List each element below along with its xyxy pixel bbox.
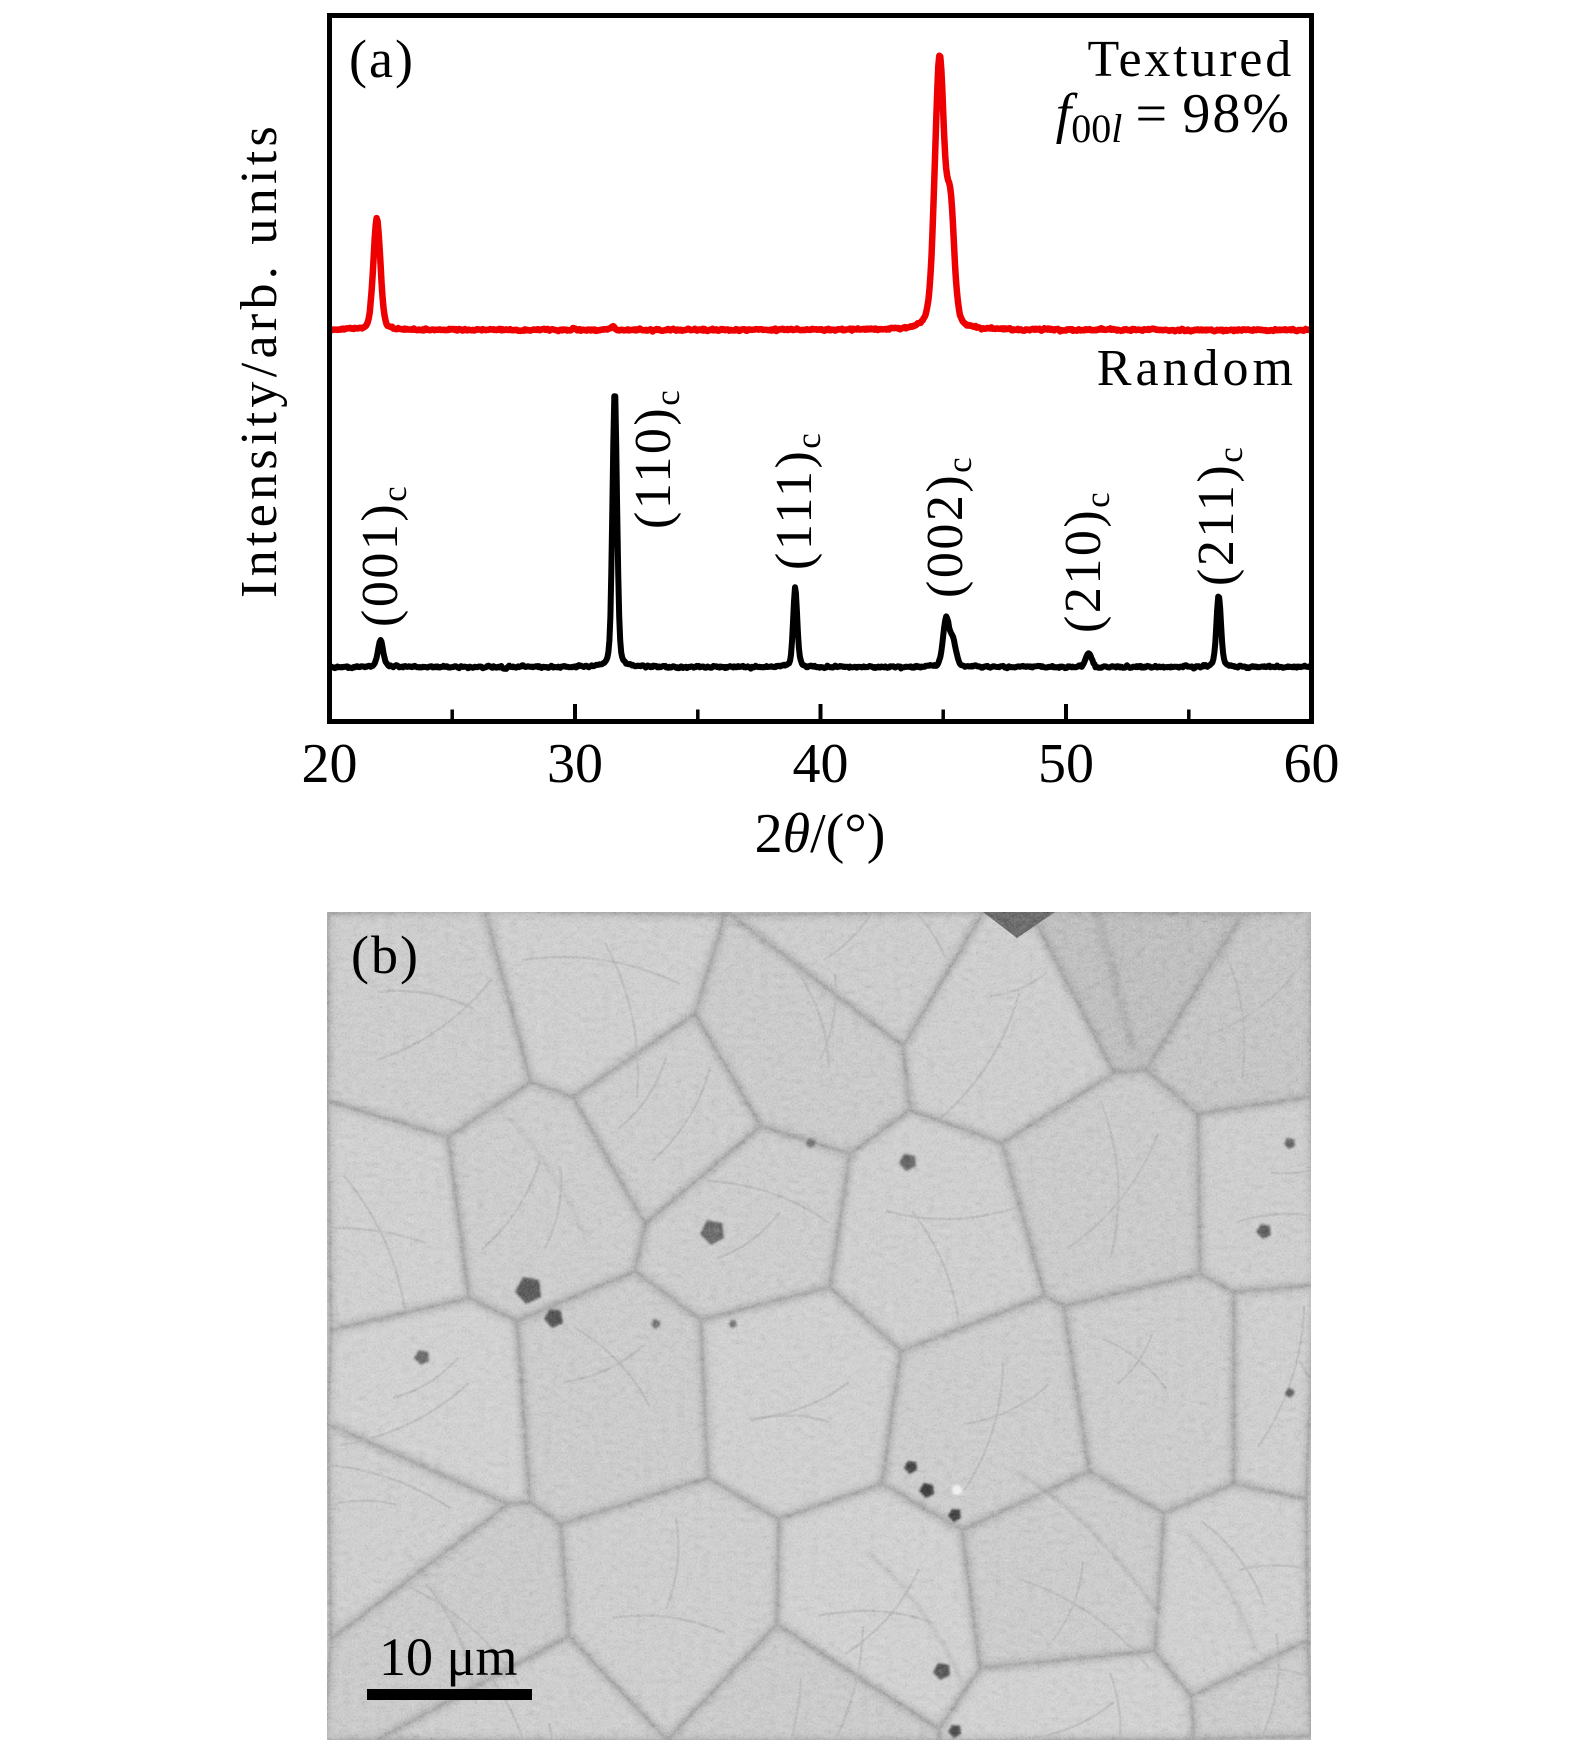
svg-text:20: 20: [302, 733, 358, 795]
svg-text:50: 50: [1038, 733, 1094, 795]
svg-text:(001)c: (001)c: [352, 486, 414, 627]
svg-text:60: 60: [1284, 733, 1340, 795]
svg-text:f00l = 98%: f00l = 98%: [1056, 83, 1291, 151]
svg-text:Random: Random: [1097, 340, 1297, 397]
svg-text:(a): (a): [349, 29, 415, 89]
svg-text:(b): (b): [351, 925, 420, 985]
svg-text:(002)c: (002)c: [917, 457, 979, 598]
svg-text:(110)c: (110)c: [625, 390, 687, 529]
svg-text:40: 40: [793, 733, 849, 795]
svg-text:10 μm: 10 μm: [379, 1627, 517, 1687]
svg-text:Textured: Textured: [1088, 31, 1294, 88]
svg-text:(111)c: (111)c: [766, 433, 828, 570]
svg-text:Intensity/arb. units: Intensity/arb. units: [231, 122, 288, 598]
svg-text:2θ/(°): 2θ/(°): [755, 803, 886, 865]
svg-text:30: 30: [547, 733, 603, 795]
svg-text:(210)c: (210)c: [1055, 492, 1117, 633]
svg-text:(211)c: (211)c: [1188, 447, 1250, 586]
